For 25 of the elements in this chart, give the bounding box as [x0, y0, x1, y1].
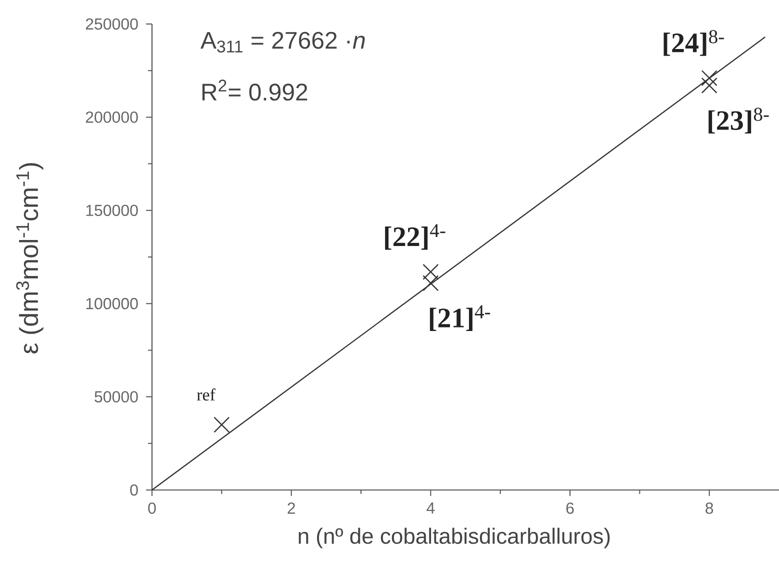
- y-tick-label: 250000: [86, 18, 138, 30]
- y-tick-label: 0: [130, 484, 138, 496]
- x-axis-title: n (nº de cobaltabisdicarballuros): [298, 528, 610, 548]
- y-tick-label: 100000: [86, 298, 138, 310]
- y-tick-label: 200000: [86, 112, 138, 123]
- point: [422, 264, 439, 280]
- y-tick-label: 150000: [86, 204, 138, 216]
- annotation: [21]$^{4-}$: [430, 305, 490, 331]
- x-tick-label: 0: [148, 502, 156, 514]
- point: [422, 275, 439, 292]
- x-tick-label: 2: [288, 502, 295, 514]
- annotation: [23]$^{8-}$: [708, 108, 769, 134]
- x-tick-label: 6: [566, 502, 574, 514]
- x-tick-label: 4: [426, 502, 435, 514]
- point: [701, 77, 718, 94]
- point: [701, 70, 718, 86]
- point: [214, 416, 230, 433]
- annotation: ref: [196, 388, 216, 401]
- annotation: [22]$^{4-}$: [385, 224, 446, 250]
- x-tick-label: 8: [706, 502, 714, 514]
- annotation: R$^{2}$= 0.992: [202, 80, 308, 101]
- annotation: A$_{311}$ = 27662 ·n: [200, 32, 365, 52]
- y-axis-title: ε (dm$^{3}$mol$^{-1}$cm$^{-1}$): [16, 163, 44, 354]
- annotation: [24]$^{8-}$: [664, 30, 724, 56]
- y-tick-label: 50000: [94, 391, 138, 402]
